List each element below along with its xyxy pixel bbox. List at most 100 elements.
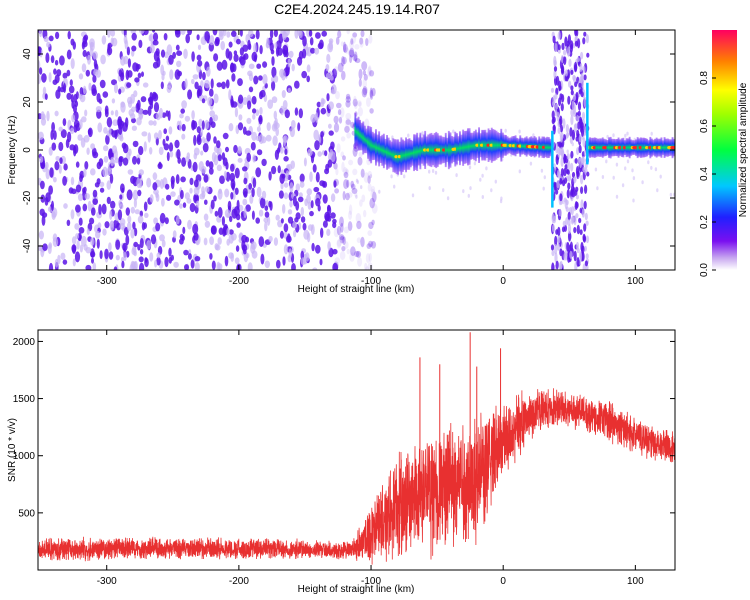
- strip-blob: [574, 158, 578, 164]
- noise-blob: [340, 222, 344, 233]
- band-segment: [650, 138, 653, 157]
- noise-blob: [152, 30, 156, 33]
- noise-blob: [217, 237, 222, 245]
- noise-blob: [264, 260, 270, 269]
- noise-blob: [326, 53, 331, 64]
- band-segment: [375, 129, 377, 166]
- noise-blob: [52, 79, 58, 85]
- noise-blob: [372, 191, 377, 203]
- noise-blob: [38, 74, 41, 85]
- noise-blob: [287, 58, 291, 68]
- noise-blob: [330, 212, 336, 219]
- strip-blob: [564, 164, 568, 170]
- noise-blob: [252, 108, 257, 114]
- noise-blob: [187, 89, 193, 100]
- strip-blob: [562, 220, 566, 227]
- noise-blob: [310, 47, 316, 54]
- noise-blob: [201, 186, 205, 195]
- spectrogram-marks: [38, 30, 675, 270]
- noise-blob: [203, 213, 209, 221]
- noise-blob: [155, 48, 160, 57]
- noise-blob: [345, 100, 351, 108]
- strip-blob: [556, 180, 560, 189]
- faint-blob: [504, 128, 507, 133]
- noise-blob: [213, 114, 219, 122]
- band-segment: [416, 132, 419, 171]
- strip-blob: [585, 34, 590, 44]
- noise-blob: [345, 96, 351, 103]
- noise-blob: [99, 79, 106, 89]
- noise-blob: [71, 188, 77, 195]
- noise-blob: [243, 207, 247, 219]
- noise-blob: [51, 122, 55, 132]
- noise-blob: [231, 30, 237, 37]
- noise-blob: [131, 32, 137, 41]
- noise-blob: [209, 110, 215, 118]
- strip-blob: [585, 253, 589, 260]
- noise-blob: [50, 55, 55, 64]
- noise-blob: [85, 264, 92, 270]
- strip-blob: [556, 243, 561, 251]
- noise-blob: [251, 131, 257, 141]
- faint-blob: [626, 159, 630, 164]
- noise-blob: [62, 259, 68, 265]
- noise-blob: [322, 194, 328, 204]
- noise-blob: [224, 255, 229, 267]
- noise-blob: [72, 245, 76, 254]
- noise-blob: [108, 242, 112, 252]
- band-segment: [386, 135, 388, 170]
- noise-blob: [86, 228, 90, 235]
- noise-blob: [357, 156, 363, 166]
- noise-blob: [137, 244, 141, 251]
- strip-blob: [582, 137, 586, 148]
- noise-blob: [371, 203, 378, 214]
- noise-blob: [327, 215, 332, 222]
- noise-blob: [294, 80, 300, 89]
- strip-blob: [576, 247, 580, 254]
- noise-blob: [120, 56, 126, 66]
- strip-blob: [574, 81, 578, 88]
- noise-blob: [98, 98, 103, 104]
- noise-blob: [217, 207, 223, 218]
- noise-blob: [261, 158, 267, 167]
- noise-blob: [197, 44, 202, 50]
- noise-blob: [158, 129, 162, 140]
- strip-blob: [566, 242, 570, 252]
- strip-blob: [567, 95, 571, 105]
- band-segment: [522, 138, 525, 155]
- noise-blob: [117, 116, 122, 127]
- noise-blob: [106, 117, 113, 128]
- noise-blob: [228, 123, 234, 132]
- noise-blob: [111, 98, 116, 104]
- noise-blob: [259, 45, 263, 55]
- noise-blob: [328, 130, 334, 136]
- noise-blob: [83, 168, 87, 178]
- noise-blob: [282, 135, 288, 143]
- faint-blob: [626, 131, 629, 136]
- noise-blob: [248, 86, 254, 93]
- noise-blob: [359, 39, 364, 48]
- strip-blob: [576, 224, 580, 235]
- noise-blob: [207, 96, 213, 107]
- noise-blob: [259, 107, 263, 115]
- noise-blob: [73, 119, 80, 128]
- strip-blob: [574, 30, 578, 37]
- strip-blob: [575, 91, 579, 101]
- noise-blob: [352, 168, 358, 176]
- noise-blob: [119, 194, 123, 200]
- noise-blob: [62, 72, 68, 79]
- noise-blob: [217, 263, 223, 270]
- noise-blob: [357, 107, 363, 117]
- noise-blob: [222, 157, 228, 167]
- noise-blob: [309, 37, 314, 46]
- noise-blob: [313, 129, 320, 141]
- noise-blob: [196, 136, 202, 146]
- strip-blob: [584, 184, 588, 194]
- band-segment: [495, 130, 498, 160]
- noise-blob: [252, 113, 256, 120]
- noise-blob: [201, 98, 206, 104]
- noise-blob: [338, 116, 343, 124]
- noise-blob: [365, 38, 369, 46]
- band-segment: [455, 133, 458, 165]
- strip-blob: [562, 134, 567, 141]
